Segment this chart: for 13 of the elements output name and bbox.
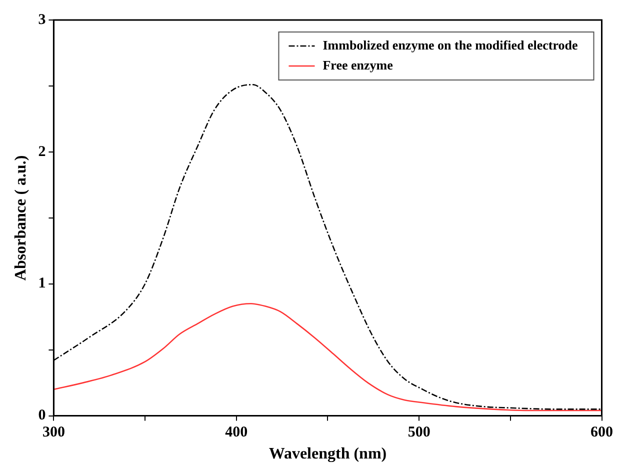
legend-label: Immbolized enzyme on the modified electrode	[322, 37, 578, 52]
x-tick-label: 600	[590, 424, 613, 441]
y-tick-label: 3	[38, 12, 46, 28]
x-tick-label: 300	[42, 424, 65, 441]
y-tick-label: 1	[38, 276, 46, 292]
y-tick-label: 2	[38, 144, 46, 160]
x-axis-title: Wavelength (nm)	[268, 446, 387, 463]
x-tick-label: 400	[225, 424, 248, 441]
x-tick-label: 500	[408, 424, 430, 441]
legend-label: Free enzyme	[322, 57, 394, 72]
y-axis-title: Absorbance ( a.u.)	[12, 155, 30, 281]
line-series	[54, 303, 602, 412]
y-tick-label: 0	[38, 408, 46, 424]
